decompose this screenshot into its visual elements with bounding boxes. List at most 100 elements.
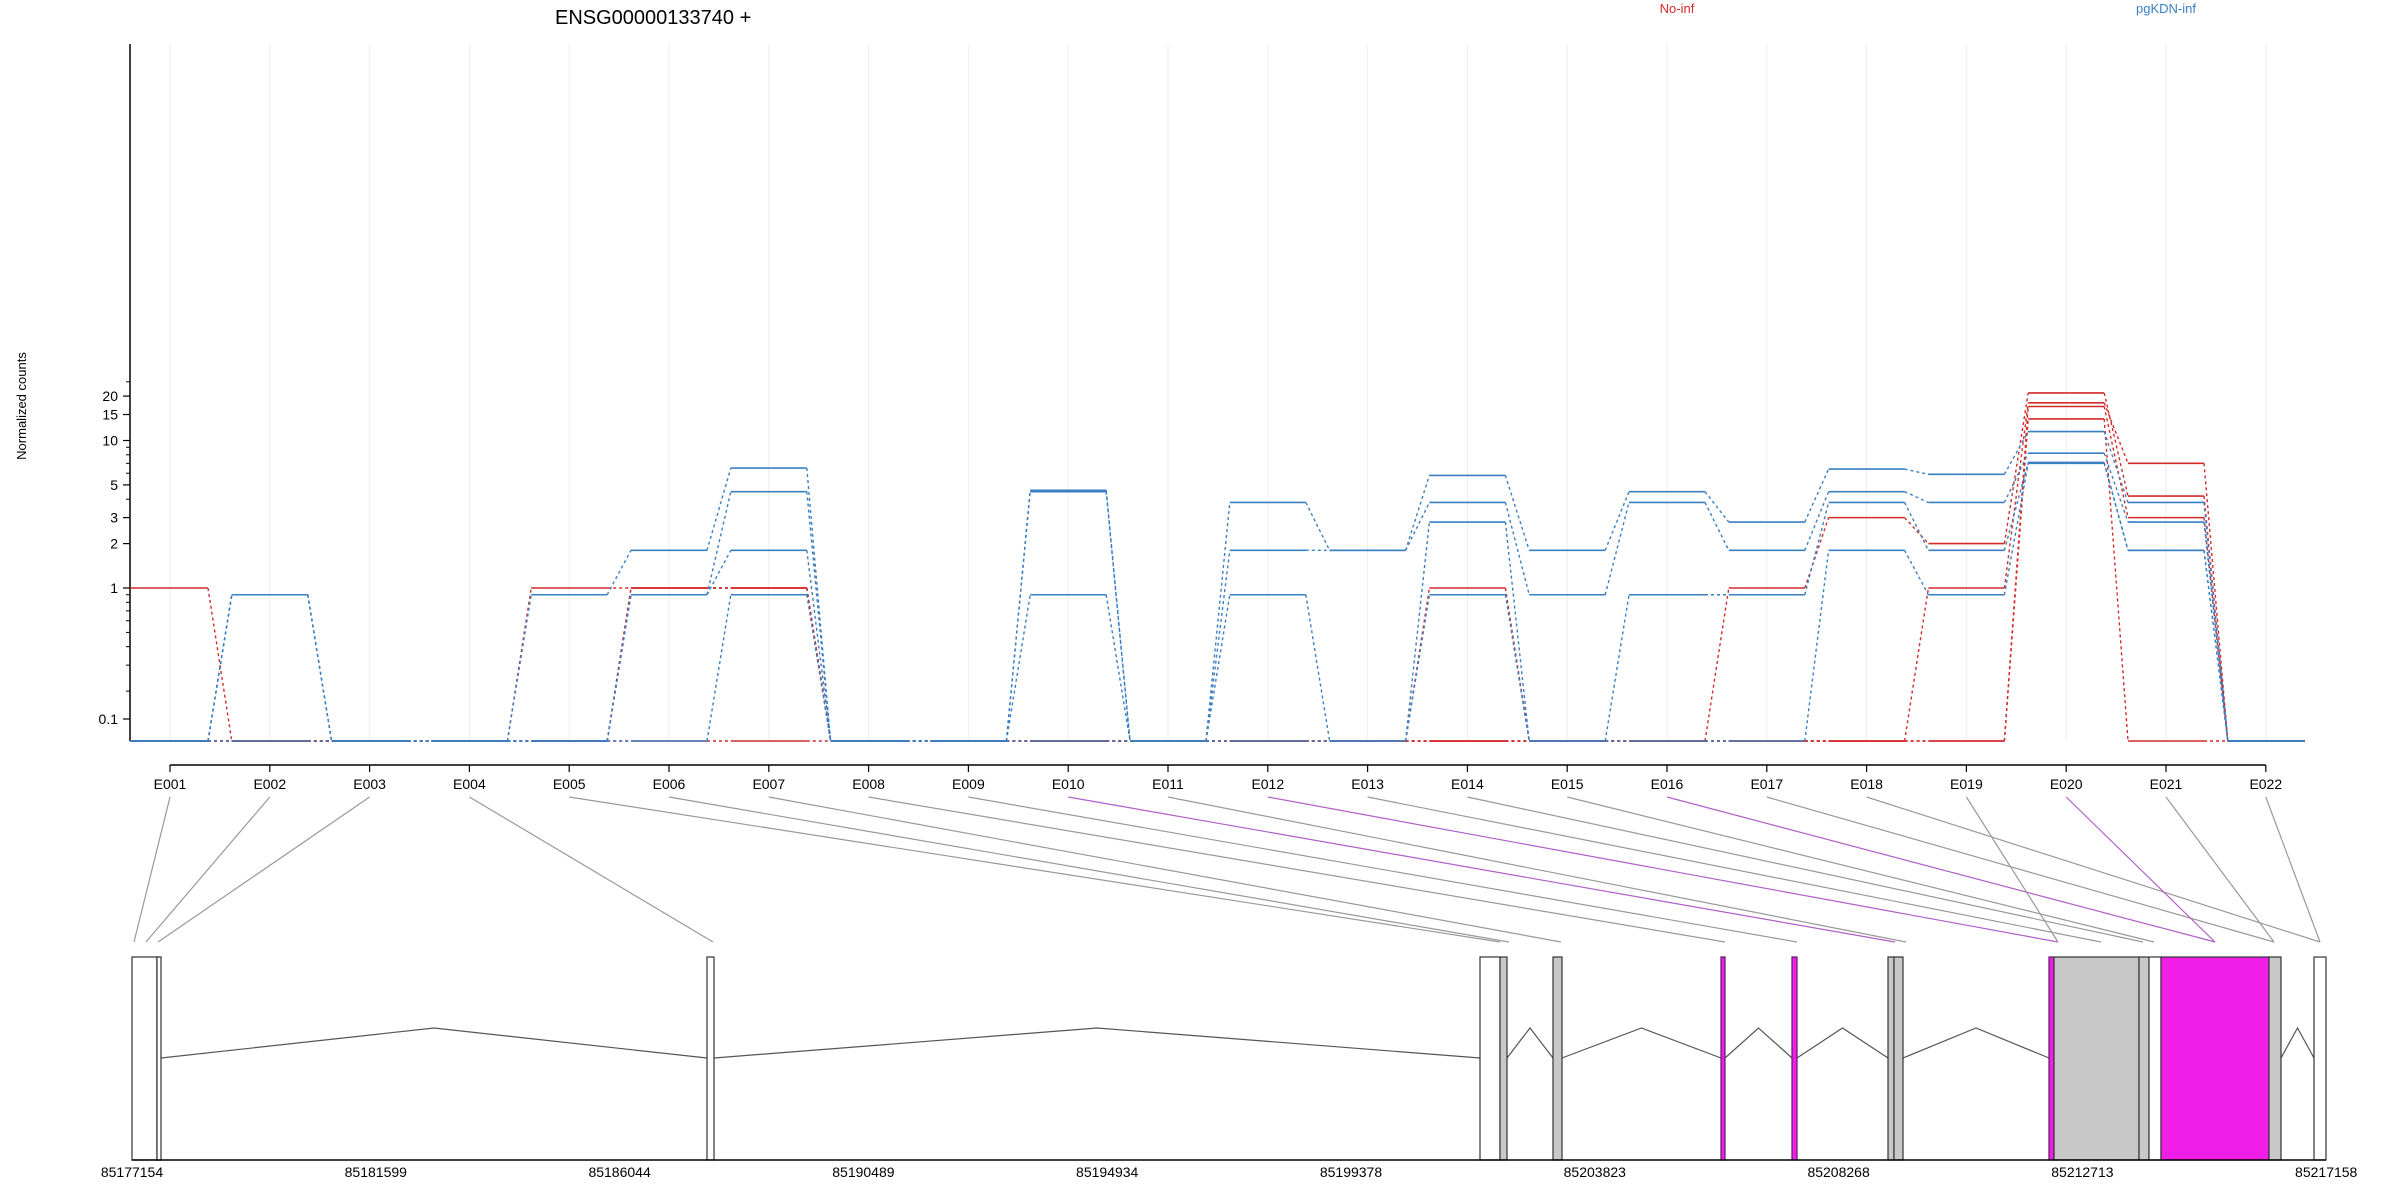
x-tick-label: E017 <box>1750 776 1783 792</box>
exon-connector <box>2065 796 2216 943</box>
y-tick-label: 3 <box>110 510 118 526</box>
exon-connector <box>1267 796 2059 943</box>
x-tick-label: E001 <box>154 776 187 792</box>
series-connector <box>506 594 532 742</box>
series-lines <box>130 392 2305 742</box>
gene-model <box>131 956 2327 1161</box>
x-tick-label: E007 <box>752 776 785 792</box>
exon-connector <box>1467 796 2144 943</box>
x-tick-label: E005 <box>553 776 586 792</box>
series-connector <box>606 594 632 742</box>
x-tick-label: E014 <box>1451 776 1484 792</box>
series-2 <box>130 402 2305 742</box>
series-connector <box>806 594 832 742</box>
y-tick-label: 10 <box>102 433 118 449</box>
x-tick-label: E004 <box>453 776 486 792</box>
exon-connector <box>968 796 1798 943</box>
series-connector <box>1504 521 1530 742</box>
series-connector <box>207 587 233 742</box>
y-axis-title: Normalized counts <box>14 352 29 460</box>
coordinate-label: 85212713 <box>2051 1164 2114 1180</box>
coordinate-label: 85194934 <box>1076 1164 1139 1180</box>
exon-box <box>1720 956 1726 1161</box>
series-connector <box>1604 594 1630 742</box>
y-tick-label: 2 <box>110 536 118 552</box>
series-connector <box>806 587 832 742</box>
exon-connector <box>569 796 1501 943</box>
x-tick-label: E012 <box>1251 776 1284 792</box>
exon-box <box>1552 956 1563 1161</box>
y-tick-label: 0.1 <box>99 711 119 727</box>
exon-box <box>2053 956 2140 1161</box>
intron-line <box>1506 1027 1554 1059</box>
exon-connector <box>2165 796 2275 943</box>
series-connector <box>506 587 532 742</box>
x-tick-label: E016 <box>1651 776 1684 792</box>
series-7 <box>130 461 2305 742</box>
series-connector <box>1404 594 1431 742</box>
exon-box <box>156 956 162 1161</box>
series-connector <box>1804 491 1830 551</box>
series-connector <box>1704 502 1730 551</box>
series-connector <box>706 467 732 551</box>
series-connector <box>806 550 832 742</box>
series-8 <box>130 462 2305 742</box>
series-connector <box>2103 392 2129 497</box>
intron-line <box>2280 1026 2315 1059</box>
series-6 <box>130 452 2305 742</box>
exon-box <box>2268 956 2282 1161</box>
exon-connector <box>469 796 714 943</box>
exon-connector <box>1866 796 2321 943</box>
series-connector <box>1305 502 1331 551</box>
series-connector <box>1604 491 1630 551</box>
exon-connector <box>157 796 370 943</box>
intron-line <box>1796 1027 1889 1059</box>
exon-box <box>1893 956 1904 1161</box>
x-tick-label: E020 <box>2050 776 2083 792</box>
series-connector <box>1704 587 1730 742</box>
exon-box <box>2048 956 2055 1161</box>
legend-label-pgkdn-inf: pgKDN-inf <box>2136 1 2196 16</box>
series-connector <box>1105 594 1131 742</box>
exon-connector <box>1567 796 2155 943</box>
series-connector <box>2003 392 2029 544</box>
series-connector <box>2203 521 2229 742</box>
exon-connector <box>1766 796 2275 943</box>
series-connector <box>606 550 632 596</box>
series-connector <box>1904 468 1929 475</box>
series-connector <box>1804 468 1830 523</box>
series-connector <box>1205 594 1231 742</box>
coordinate-label: 85186044 <box>588 1164 651 1180</box>
series-connector <box>706 550 732 596</box>
x-tick-label: E013 <box>1351 776 1384 792</box>
y-tick-label: 1 <box>110 580 118 596</box>
exon-connector <box>1965 796 2059 943</box>
coordinate-axis: 85177154 85181599 85186044 85190489 85194934… <box>101 1159 2358 1180</box>
x-tick-label: E003 <box>353 776 386 792</box>
intron-line <box>1724 1027 1793 1059</box>
exon-box <box>2138 956 2150 1161</box>
series-connector <box>606 587 632 742</box>
series-connector <box>1604 502 1630 595</box>
exon-connector <box>768 796 1562 943</box>
exon-connector <box>1167 796 1907 943</box>
series-connector <box>1205 550 1231 742</box>
exon-connector <box>2265 796 2321 943</box>
exon-connector <box>145 796 271 943</box>
series-connector <box>1904 517 1929 545</box>
series-3 <box>130 405 2305 742</box>
series-connector <box>1904 491 1929 504</box>
series-connector <box>2003 431 2029 475</box>
x-tick-label: E006 <box>653 776 686 792</box>
series-connector <box>1404 502 1431 551</box>
legend-label-no-inf: No-inf <box>1660 1 1695 16</box>
exon-connector <box>868 796 1726 943</box>
series-connector <box>1404 521 1431 742</box>
series-connector <box>1504 502 1530 595</box>
series-4 <box>130 418 2305 742</box>
x-tick-label: E010 <box>1052 776 1085 792</box>
series-connector <box>1205 502 1231 742</box>
exon-box <box>706 956 715 1161</box>
series-connector <box>2103 463 2129 551</box>
